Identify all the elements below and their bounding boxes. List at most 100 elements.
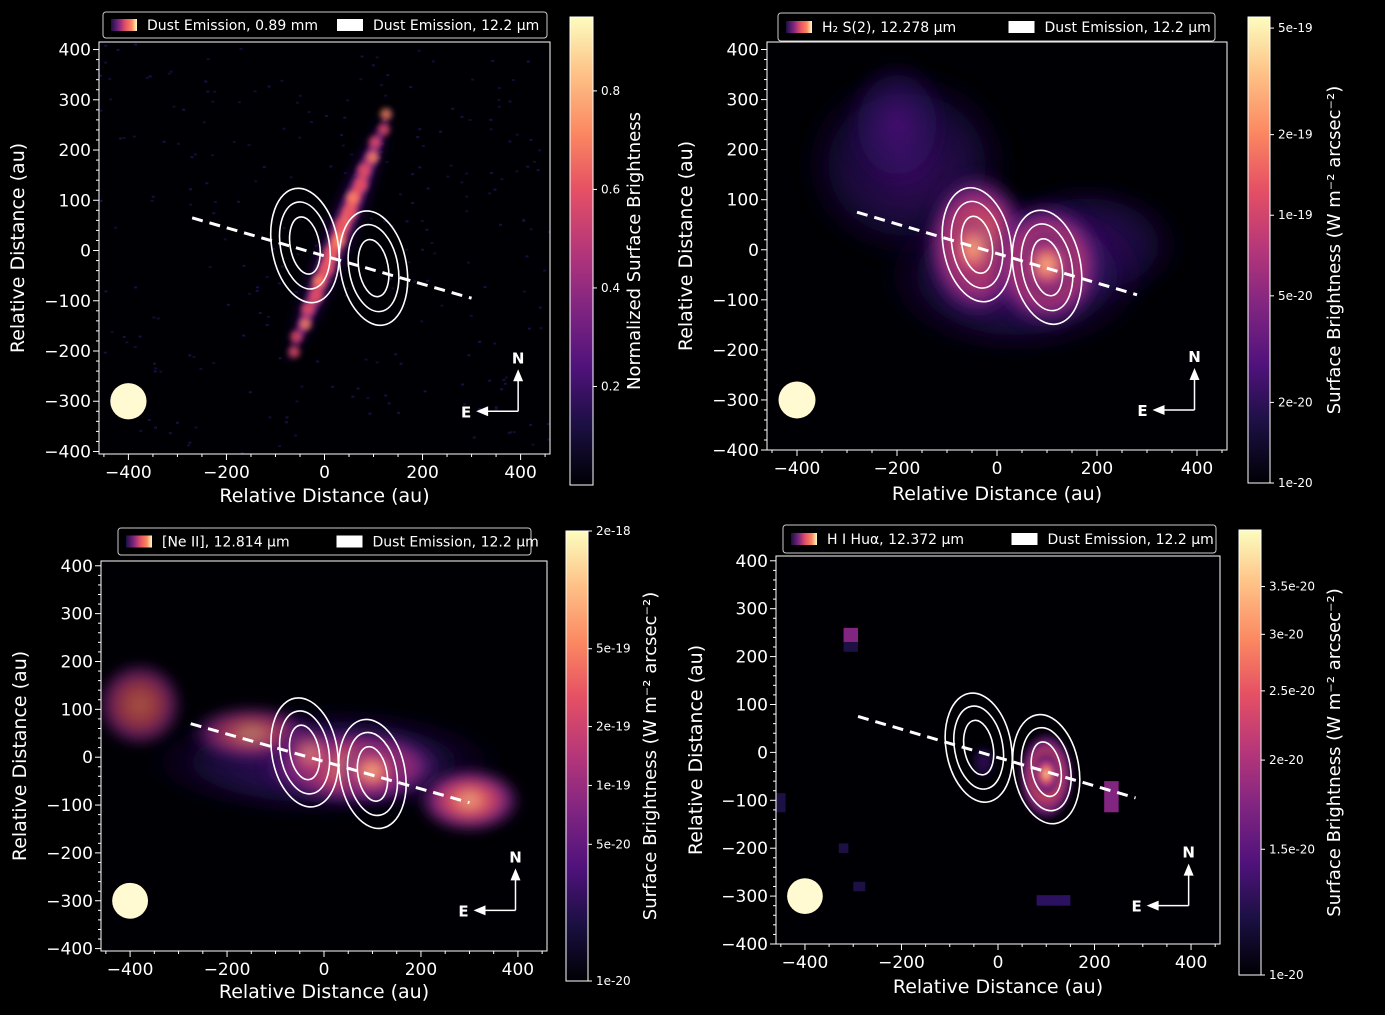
legend-box	[777, 12, 1216, 42]
noise-speckle	[267, 85, 271, 88]
noise-speckle	[114, 226, 118, 229]
noise-speckle	[258, 312, 262, 315]
east-arrow-icon	[476, 406, 489, 417]
noise-speckle	[194, 426, 198, 429]
east-arrow-icon	[473, 905, 486, 916]
noise-speckle	[255, 286, 259, 289]
legend: Dust Emission, 0.89 mm Dust Emission, 12.…	[102, 11, 548, 39]
y-tick-label: 200	[59, 141, 91, 161]
colorbar-tick-label: 5e-20	[1278, 289, 1313, 303]
x-axis-label: Relative Distance (au)	[893, 976, 1103, 998]
colorbar-gradient	[1247, 16, 1271, 484]
legend-entry-label: Dust Emission, 12.2 μm	[373, 535, 539, 551]
compass: NE	[1137, 348, 1200, 420]
noise-speckle	[465, 210, 469, 213]
noise-speckle	[383, 220, 387, 223]
disk-emission	[280, 96, 398, 375]
noise-speckle	[451, 107, 455, 110]
y-tick-label: 300	[59, 91, 91, 111]
noise-speckle	[172, 105, 176, 108]
noise-speckle	[385, 160, 389, 163]
noise-speckle	[310, 121, 314, 124]
contour-12um	[1020, 726, 1072, 812]
noise-speckle	[425, 228, 429, 231]
noise-speckle	[532, 160, 536, 163]
noise-speckle	[119, 137, 123, 140]
noise-speckle	[491, 59, 495, 62]
noise-speckle	[122, 335, 126, 338]
noise-speckle	[153, 426, 157, 429]
noise-speckle	[212, 212, 216, 215]
beam-ellipse	[787, 878, 823, 914]
noise-speckle	[285, 416, 289, 419]
neii-emission	[416, 766, 523, 834]
legend-box	[782, 524, 1217, 554]
hi-emission	[969, 742, 998, 782]
x-tick-label: 0	[992, 459, 1003, 479]
y-tick-label: −300	[46, 892, 93, 912]
noise-speckle	[488, 379, 492, 382]
noise-speckle	[497, 87, 501, 90]
y-tick-label: 200	[61, 652, 93, 672]
noise-speckle	[343, 171, 347, 174]
y-tick-label: −200	[46, 844, 93, 864]
y-tick-label: 0	[82, 748, 93, 768]
image-layer	[778, 54, 1187, 419]
noise-speckle	[529, 424, 533, 427]
noise-speckle	[430, 241, 434, 244]
y-tick-label: 400	[727, 41, 759, 61]
contour-12um	[1020, 223, 1074, 312]
beam-ellipse	[110, 383, 147, 420]
y-tick-label: 0	[80, 242, 91, 262]
noise-speckle	[499, 223, 503, 226]
noise-speckle	[526, 60, 530, 63]
noise-speckle	[122, 136, 126, 139]
noise-speckle	[247, 144, 251, 147]
legend-swatch	[1008, 21, 1035, 33]
contour-12um	[357, 238, 390, 298]
noise-speckle	[500, 388, 504, 391]
noise-speckle	[409, 86, 413, 89]
x-tick-label: −400	[782, 953, 829, 973]
noise-speckle	[529, 138, 533, 141]
colorbar-tick-label: 5e-20	[596, 837, 631, 851]
y-tick-label: 300	[736, 600, 768, 620]
noise-speckle	[99, 74, 103, 77]
noise-speckle	[284, 421, 288, 424]
noise-speckle	[375, 361, 379, 364]
colorbar-label: Surface Brightness (W m⁻² arcsec⁻²)	[1324, 86, 1345, 414]
noise-speckle	[265, 324, 269, 327]
colorbar-tick-label: 1.5e-20	[1269, 842, 1315, 856]
noise-speckle	[529, 228, 533, 231]
noise-speckle	[239, 47, 243, 50]
noise-speckle	[272, 248, 276, 251]
noise-speckle	[343, 116, 347, 119]
contour-12um	[278, 710, 331, 795]
y-tick-label: −100	[712, 291, 759, 311]
legend-entry-label: Dust Emission, 12.2 μm	[1045, 20, 1211, 36]
y-tick-label: 0	[757, 743, 768, 763]
noise-speckle	[512, 431, 516, 434]
noise-speckle	[421, 144, 425, 147]
colorbar: 0.2 0.4 0.6 0.8 Normalized Surface Brightnes…	[569, 16, 645, 486]
noise-speckle	[298, 94, 302, 97]
noise-speckle	[366, 397, 370, 400]
y-tick-label: 400	[59, 41, 91, 61]
noise-speckle	[104, 290, 108, 293]
noise-speckle	[296, 253, 300, 256]
contour-12um	[1030, 741, 1063, 798]
y-tick-label: −100	[44, 292, 91, 312]
noise-speckle	[240, 452, 244, 454]
noise-speckle	[394, 353, 398, 356]
noise-speckle	[148, 75, 152, 78]
noise-speckle	[282, 127, 286, 130]
noise-speckle	[522, 218, 526, 221]
noise-speckle	[539, 327, 543, 330]
contour-12um	[288, 216, 322, 275]
noise-speckle	[145, 76, 149, 79]
legend-swatch	[111, 19, 137, 31]
noise-speckle	[205, 182, 209, 185]
noise-speckle	[125, 341, 129, 344]
colorbar-tick-label: 1e-20	[1278, 476, 1313, 490]
